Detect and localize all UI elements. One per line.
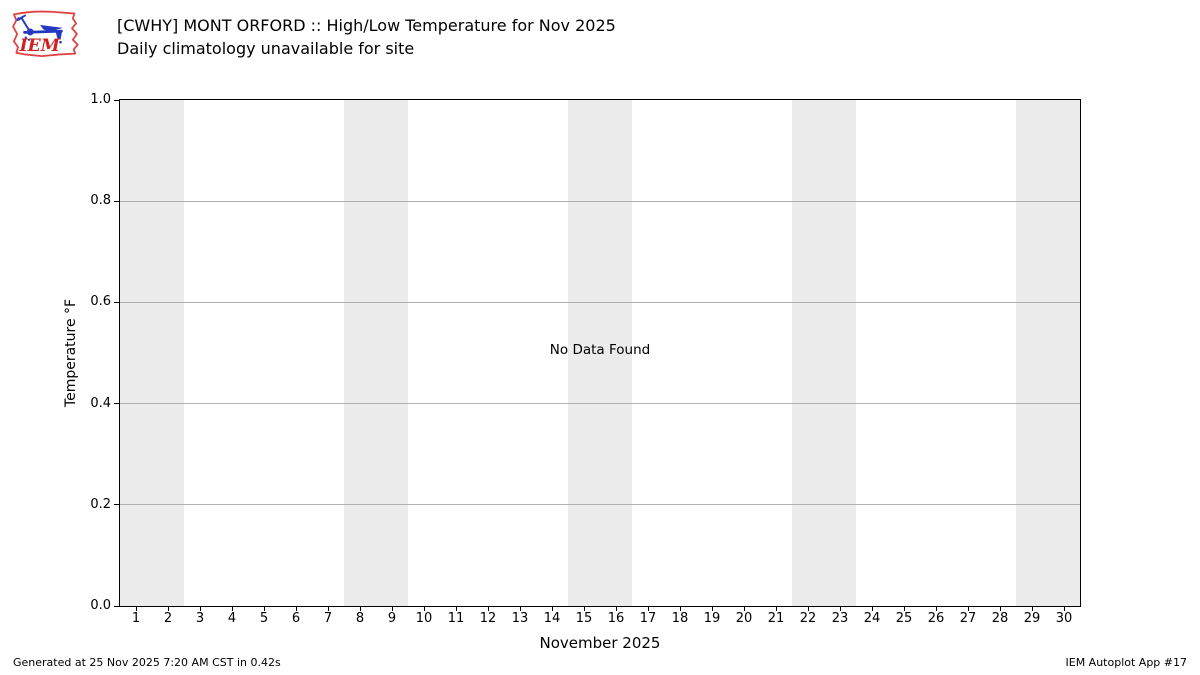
no-data-message: No Data Found	[549, 342, 651, 358]
plot-area	[120, 100, 1080, 606]
x-tick-mark	[711, 607, 713, 611]
x-tick-mark	[999, 607, 1001, 611]
x-tick-label: 26	[927, 611, 945, 626]
x-tick-label: 20	[735, 611, 753, 626]
x-tick-mark	[199, 607, 201, 611]
x-tick-label: 5	[259, 611, 269, 626]
x-tick-label: 9	[387, 611, 397, 626]
x-tick-label: 13	[511, 611, 529, 626]
x-tick-label: 15	[575, 611, 593, 626]
x-tick-mark	[359, 607, 361, 611]
x-tick-label: 28	[991, 611, 1009, 626]
chart-subtitle: Daily climatology unavailable for site	[117, 39, 415, 58]
x-tick-mark	[839, 607, 841, 611]
x-tick-label: 27	[959, 611, 977, 626]
x-tick-label: 25	[895, 611, 913, 626]
x-tick-mark	[647, 607, 649, 611]
x-tick-mark	[423, 607, 425, 611]
weekend-band	[1016, 100, 1080, 606]
x-tick-mark	[231, 607, 233, 611]
x-tick-label: 21	[767, 611, 785, 626]
x-tick-mark	[391, 607, 393, 611]
x-tick-mark	[615, 607, 617, 611]
x-tick-mark	[871, 607, 873, 611]
x-tick-label: 2	[163, 611, 173, 626]
y-tick-label: 0.8	[90, 193, 111, 209]
x-tick-label: 23	[831, 611, 849, 626]
x-tick-mark	[967, 607, 969, 611]
footer-app-id: IEM Autoplot App #17	[1065, 656, 1188, 669]
y-tick-mark	[114, 403, 119, 405]
y-tick-mark	[114, 504, 119, 506]
x-tick-label: 7	[323, 611, 333, 626]
iem-logo-text: IEM	[19, 36, 61, 56]
weekend-band	[568, 100, 632, 606]
y-tick-label: 0.4	[90, 395, 111, 411]
weekend-band	[792, 100, 856, 606]
x-tick-mark	[263, 607, 265, 611]
footer-generated: Generated at 25 Nov 2025 7:20 AM CST in …	[13, 656, 281, 669]
x-tick-mark	[775, 607, 777, 611]
x-tick-mark	[903, 607, 905, 611]
x-axis-label: November 2025	[539, 634, 661, 652]
y-tick-mark	[114, 200, 119, 202]
x-tick-label: 19	[703, 611, 721, 626]
y-tick-label: 0.2	[90, 496, 111, 512]
title-block: [CWHY] MONT ORFORD :: High/Low Temperatu…	[117, 14, 616, 60]
y-tick-mark	[114, 605, 119, 607]
x-tick-label: 14	[543, 611, 561, 626]
y-gridline	[120, 301, 1080, 303]
x-tick-label: 17	[639, 611, 657, 626]
x-tick-mark	[519, 607, 521, 611]
x-tick-label: 11	[447, 611, 465, 626]
x-tick-label: 22	[799, 611, 817, 626]
iem-logo: IEM	[12, 10, 79, 57]
x-tick-mark	[807, 607, 809, 611]
x-tick-label: 10	[415, 611, 433, 626]
x-tick-label: 4	[227, 611, 237, 626]
x-tick-mark	[455, 607, 457, 611]
x-tick-mark	[1063, 607, 1065, 611]
x-tick-mark	[135, 607, 137, 611]
x-tick-mark	[487, 607, 489, 611]
x-tick-mark	[295, 607, 297, 611]
weekend-band	[344, 100, 408, 606]
x-tick-mark	[679, 607, 681, 611]
x-tick-label: 8	[355, 611, 365, 626]
x-tick-label: 12	[479, 611, 497, 626]
y-gridline	[120, 403, 1080, 405]
x-tick-label: 18	[671, 611, 689, 626]
weather-vane-icon	[16, 14, 63, 44]
y-tick-label: 1.0	[90, 92, 111, 107]
x-tick-mark	[167, 607, 169, 611]
x-tick-label: 3	[195, 611, 205, 626]
x-tick-label: 30	[1055, 611, 1073, 626]
y-tick-label: 0.0	[90, 598, 111, 613]
y-axis-label: Temperature °F	[63, 298, 79, 408]
chart-title: [CWHY] MONT ORFORD :: High/Low Temperatu…	[117, 16, 616, 35]
y-tick-mark	[114, 99, 119, 101]
x-tick-label: 6	[291, 611, 301, 626]
x-tick-mark	[743, 607, 745, 611]
x-tick-mark	[1031, 607, 1033, 611]
weekend-band	[120, 100, 184, 606]
x-tick-mark	[583, 607, 585, 611]
y-tick-label: 0.6	[90, 294, 111, 310]
x-tick-label: 29	[1023, 611, 1041, 626]
iowa-outline-icon	[12, 10, 79, 57]
x-tick-label: 16	[607, 611, 625, 626]
x-tick-mark	[551, 607, 553, 611]
y-tick-mark	[114, 301, 119, 303]
x-tick-mark	[935, 607, 937, 611]
x-tick-label: 1	[131, 611, 141, 626]
x-tick-mark	[327, 607, 329, 611]
x-tick-label: 24	[863, 611, 881, 626]
y-gridline	[120, 200, 1080, 202]
y-gridline	[120, 504, 1080, 506]
